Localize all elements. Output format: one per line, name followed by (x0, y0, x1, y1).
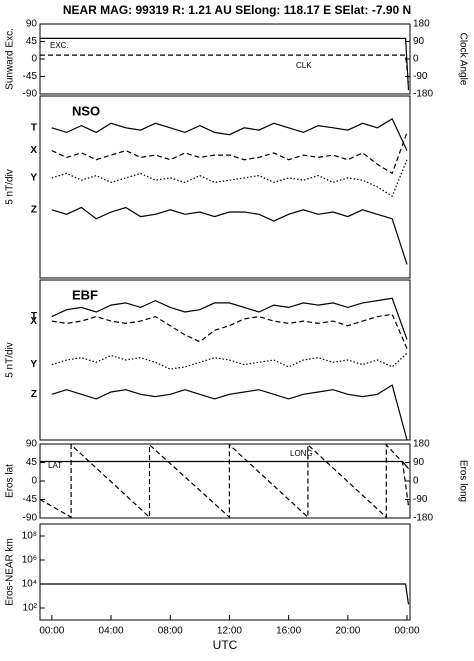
y2-tick-label: 0 (413, 54, 419, 65)
y2-tick-label: -180 (413, 513, 433, 524)
x-tick-label: 00:00 (39, 626, 64, 637)
x-axis-label: UTC (213, 638, 238, 652)
panel-frame (39, 23, 411, 95)
series-label: CLK (296, 61, 312, 70)
series-line (51, 117, 408, 151)
series-line (39, 443, 410, 519)
x-tick-label: 20:00 (335, 626, 360, 637)
series-label: T (31, 122, 37, 133)
series-line (51, 313, 408, 349)
y2-tick-label: 180 (413, 19, 430, 30)
x-tick-label: 08:00 (158, 626, 183, 637)
y-tick-label: -45 (23, 494, 38, 505)
y-tick-label: -90 (23, 513, 38, 524)
y-tick-label: 45 (26, 36, 38, 47)
series-label: X (30, 145, 37, 156)
y2-tick-label: -90 (413, 494, 428, 505)
y2-tick-label: 0 (413, 476, 419, 487)
y2-tick-label: 90 (413, 36, 425, 47)
series-label: Y (30, 359, 37, 370)
y-tick-label: 0 (31, 54, 37, 65)
series-label: T (31, 311, 37, 322)
series-line (51, 206, 408, 265)
series-line (40, 37, 410, 91)
panel-frame (39, 523, 411, 621)
series-line (51, 352, 408, 370)
series-label: LAT (48, 461, 62, 470)
y-tick-label: 10² (23, 603, 38, 614)
x-tick-label: 00:00 (395, 626, 420, 637)
series-label: LONG (290, 449, 313, 458)
x-tick-label: 16:00 (276, 626, 301, 637)
panel-frame (39, 443, 411, 519)
y2-tick-label: -90 (413, 71, 428, 82)
series-label: Z (31, 389, 37, 400)
y-tick-label: 10⁸ (22, 531, 37, 542)
y-axis-label: Sunward Exc. (5, 28, 16, 90)
chart-title: NEAR MAG: 99319 R: 1.21 AU SElong: 118.1… (63, 3, 411, 17)
y2-tick-label: -180 (413, 89, 433, 100)
series-line (40, 460, 409, 470)
y-tick-label: 10⁴ (22, 579, 37, 590)
y-tick-label: 10⁶ (22, 555, 37, 566)
x-tick-label: 04:00 (99, 626, 124, 637)
series-label: X (30, 316, 37, 327)
y-tick-label: -90 (23, 89, 38, 100)
series-line (51, 159, 408, 197)
series-label: EXC. (50, 41, 69, 50)
series-line (51, 384, 408, 441)
y-tick-label: 90 (26, 439, 38, 450)
y-tick-label: 0 (31, 476, 37, 487)
panel-title: NSO (72, 103, 100, 118)
y2-axis-label: Eros long (457, 460, 468, 502)
y-axis-label: Eros lat (5, 464, 16, 498)
series-line (40, 54, 410, 83)
x-tick-label: 12:00 (217, 626, 242, 637)
y2-axis-label: Clock Angle (457, 33, 468, 86)
y2-tick-label: 180 (413, 439, 430, 450)
y-axis-label: Eros-NEAR km (5, 538, 16, 606)
panel-title: EBF (72, 287, 98, 302)
y2-tick-label: 90 (413, 457, 425, 468)
y-axis-label: 5 nT/div (5, 169, 16, 205)
series-line (51, 297, 408, 340)
y-axis-label: 5 nT/div (5, 342, 16, 378)
panel-frame (39, 95, 411, 279)
series-label: Z (31, 204, 37, 215)
series-label: Y (30, 173, 37, 184)
series-line (40, 583, 410, 605)
y-tick-label: -45 (23, 71, 38, 82)
y-tick-label: 45 (26, 457, 38, 468)
series-line (51, 132, 408, 175)
panel-frame (39, 279, 411, 441)
y-tick-label: 90 (26, 19, 38, 30)
